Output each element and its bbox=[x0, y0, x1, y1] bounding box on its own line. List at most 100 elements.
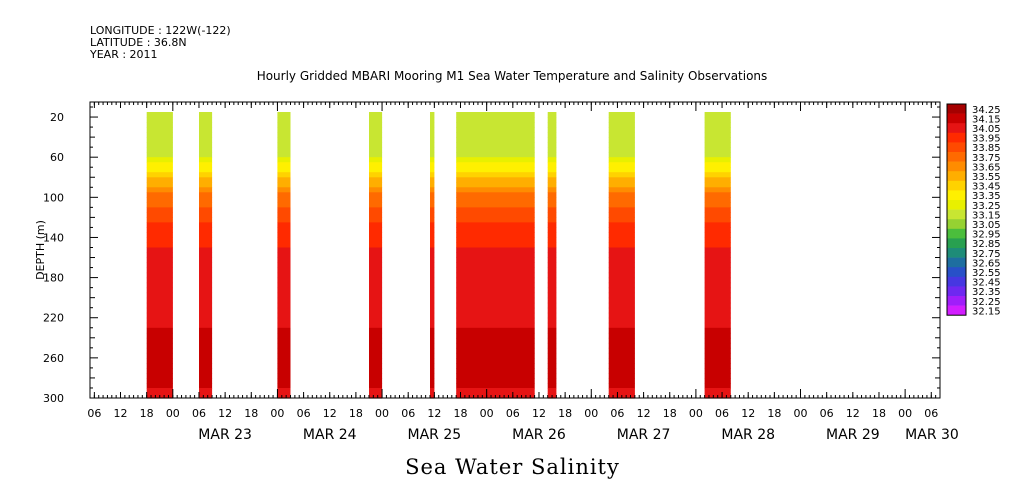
legend-frame bbox=[946, 103, 967, 316]
legend-swatch bbox=[947, 113, 966, 124]
legend-label: 32.65 bbox=[972, 258, 1001, 269]
salinity-band bbox=[430, 202, 435, 208]
salinity-band bbox=[199, 388, 213, 394]
salinity-band bbox=[547, 247, 557, 254]
salinity-band bbox=[430, 327, 435, 334]
salinity-band bbox=[456, 142, 535, 148]
salinity-band bbox=[704, 347, 731, 354]
salinity-band bbox=[199, 362, 213, 369]
salinity-band bbox=[277, 237, 291, 244]
salinity-band bbox=[146, 377, 173, 384]
salinity-band bbox=[608, 122, 635, 128]
salinity-band bbox=[547, 217, 557, 223]
data-segment bbox=[277, 112, 291, 399]
salinity-band bbox=[430, 177, 435, 183]
salinity-band bbox=[547, 332, 557, 339]
salinity-band bbox=[704, 142, 731, 148]
salinity-band bbox=[456, 347, 535, 354]
y-tick-label: 220 bbox=[43, 312, 64, 325]
y-tick-label: 60 bbox=[50, 151, 64, 164]
x-day-label: MAR 27 bbox=[617, 427, 671, 443]
salinity-band bbox=[277, 182, 291, 188]
salinity-band bbox=[369, 217, 383, 223]
salinity-band bbox=[199, 312, 213, 319]
salinity-band bbox=[369, 222, 383, 228]
salinity-band bbox=[146, 342, 173, 349]
salinity-band bbox=[146, 182, 173, 188]
salinity-band bbox=[704, 197, 731, 203]
salinity-band bbox=[369, 262, 383, 269]
salinity-band bbox=[199, 132, 213, 138]
salinity-band bbox=[146, 322, 173, 329]
salinity-band bbox=[369, 147, 383, 153]
salinity-band bbox=[146, 382, 173, 389]
salinity-band bbox=[547, 142, 557, 148]
x-tick-label: 18 bbox=[349, 407, 363, 420]
salinity-band bbox=[547, 227, 557, 233]
salinity-band bbox=[547, 337, 557, 344]
salinity-band bbox=[547, 327, 557, 334]
salinity-band bbox=[704, 137, 731, 143]
salinity-band bbox=[369, 372, 383, 379]
color-legend: 34.2534.1534.0533.9533.8533.7533.6533.55… bbox=[946, 103, 1001, 317]
salinity-band bbox=[608, 267, 635, 274]
salinity-band bbox=[704, 302, 731, 309]
salinity-band bbox=[146, 127, 173, 133]
x-tick-label: 18 bbox=[767, 407, 781, 420]
salinity-band bbox=[369, 393, 383, 399]
legend-swatch bbox=[947, 305, 966, 316]
salinity-band bbox=[146, 367, 173, 374]
legend-swatch bbox=[947, 132, 966, 143]
salinity-band bbox=[704, 157, 731, 163]
x-day-label: MAR 29 bbox=[826, 427, 880, 443]
salinity-band bbox=[430, 307, 435, 314]
salinity-band bbox=[146, 247, 173, 254]
salinity-band bbox=[199, 342, 213, 349]
legend-label: 32.95 bbox=[972, 230, 1001, 241]
legend-swatch bbox=[947, 152, 966, 162]
salinity-band bbox=[199, 142, 213, 148]
salinity-band bbox=[547, 267, 557, 274]
salinity-band bbox=[199, 282, 213, 289]
chart-title: Hourly Gridded MBARI Mooring M1 Sea Wate… bbox=[256, 69, 768, 83]
salinity-band bbox=[369, 357, 383, 364]
legend-swatch bbox=[947, 123, 966, 134]
salinity-band bbox=[430, 232, 435, 238]
salinity-band bbox=[146, 337, 173, 344]
x-tick-label: 18 bbox=[244, 407, 258, 420]
salinity-band bbox=[608, 322, 635, 329]
legend-swatch bbox=[947, 142, 966, 153]
salinity-band bbox=[456, 377, 535, 384]
salinity-band bbox=[430, 342, 435, 349]
salinity-band bbox=[369, 162, 383, 168]
salinity-band bbox=[608, 127, 635, 133]
salinity-band bbox=[146, 172, 173, 178]
salinity-band bbox=[456, 372, 535, 379]
data-segment bbox=[199, 112, 213, 399]
salinity-band bbox=[146, 177, 173, 183]
salinity-band bbox=[547, 287, 557, 294]
salinity-band bbox=[199, 207, 213, 213]
salinity-band bbox=[146, 277, 173, 284]
salinity-band bbox=[608, 367, 635, 374]
salinity-band bbox=[199, 217, 213, 223]
salinity-band bbox=[608, 327, 635, 334]
salinity-band bbox=[430, 112, 435, 118]
salinity-band bbox=[547, 132, 557, 138]
salinity-band bbox=[456, 307, 535, 314]
legend-swatch bbox=[947, 267, 966, 278]
salinity-band bbox=[456, 217, 535, 223]
legend-label: 33.25 bbox=[972, 201, 1001, 212]
salinity-band bbox=[369, 247, 383, 254]
salinity-band bbox=[277, 357, 291, 364]
salinity-band bbox=[199, 337, 213, 344]
plot-frame bbox=[89, 101, 941, 399]
x-tick-label: 18 bbox=[140, 407, 154, 420]
salinity-band bbox=[146, 137, 173, 143]
salinity-band bbox=[704, 342, 731, 349]
salinity-band bbox=[608, 347, 635, 354]
salinity-band bbox=[608, 117, 635, 123]
salinity-band bbox=[430, 212, 435, 218]
salinity-band bbox=[146, 252, 173, 259]
salinity-band bbox=[704, 252, 731, 259]
